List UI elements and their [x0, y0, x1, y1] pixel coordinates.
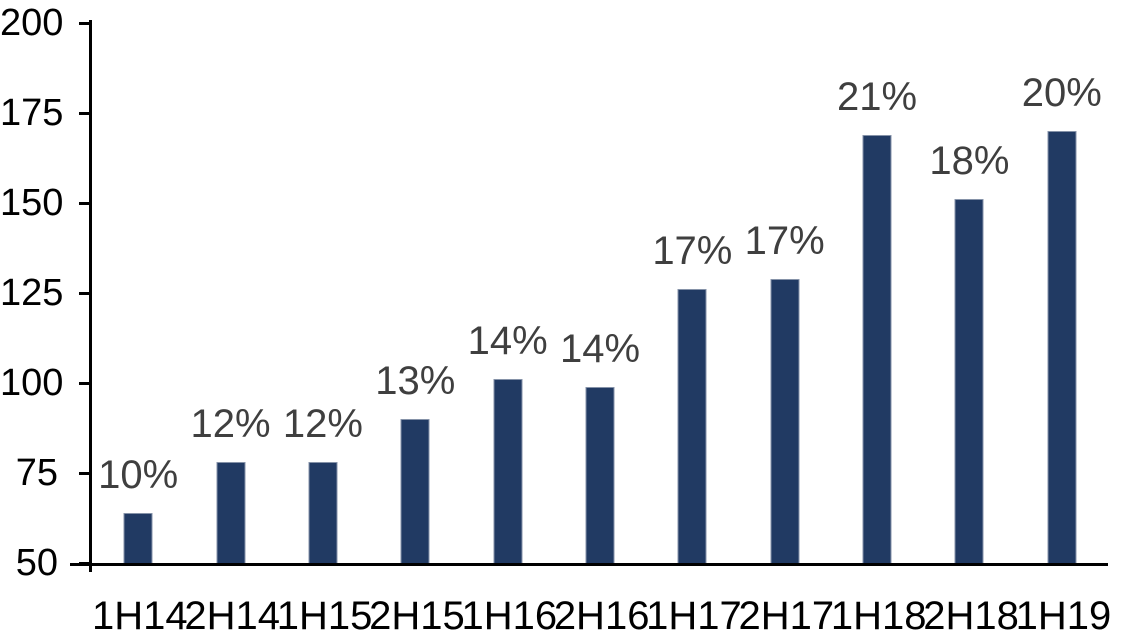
y-axis-tick: [79, 382, 90, 385]
bar: [493, 379, 523, 563]
bar: [123, 512, 153, 563]
x-tick-label: 1H17: [646, 594, 742, 638]
plot-area: 10% 12% 12% 13% 14% 14% 17% 17% 21% 18% 20%: [92, 23, 1108, 563]
bar: [677, 289, 707, 563]
x-tick-label: 2H16: [553, 594, 650, 638]
bar-value-label: 14%: [467, 319, 548, 364]
x-tick-label: 2H15: [369, 594, 465, 638]
y-tick-label: 50: [15, 542, 58, 584]
y-tick-label: 100: [0, 362, 64, 404]
bar-slot: 14%: [554, 23, 646, 563]
bar: [308, 462, 338, 563]
bar-slot: 12%: [277, 23, 369, 563]
bar-value-label: 13%: [375, 359, 456, 403]
bar: [770, 278, 800, 563]
bar-slot: 21%: [831, 23, 923, 563]
bar-slot: 14%: [461, 23, 553, 563]
bar-slot: 17%: [646, 23, 738, 563]
bar-value-label: 20%: [1021, 71, 1102, 115]
bar: [954, 199, 984, 563]
bar-value-label: 17%: [744, 218, 825, 263]
x-tick-label: 2H17: [738, 594, 835, 638]
bar: [400, 419, 430, 563]
y-tick-label: 75: [15, 452, 58, 494]
x-axis-line: [70, 563, 1108, 566]
x-tick-label: 2H18: [923, 594, 1019, 638]
bar: [1047, 131, 1077, 563]
bar-slot: 20%: [1016, 23, 1108, 563]
bar-slot: 18%: [923, 23, 1015, 563]
x-tick-label: 1H15: [276, 594, 373, 638]
x-tick-label: 1H18: [830, 594, 927, 638]
bar-slot: 12%: [184, 23, 276, 563]
y-tick-label: 175: [0, 92, 64, 134]
x-tick-label: 1H19: [1015, 594, 1112, 638]
bar-slot: 13%: [369, 23, 461, 563]
bar: [216, 462, 246, 563]
x-tick-label: 1H14: [92, 594, 188, 638]
bar-value-label: 12%: [282, 402, 363, 447]
bar-value-label: 21%: [837, 74, 918, 119]
bar-slot: 17%: [739, 23, 831, 563]
bar-value-label: 14%: [559, 326, 641, 371]
bar: [585, 386, 615, 563]
x-tick-label: 1H16: [461, 594, 558, 638]
y-axis-tick: [79, 202, 90, 205]
y-tick-label: 125: [0, 272, 64, 314]
bar-slot: 10%: [92, 23, 184, 563]
y-axis-line: [89, 20, 92, 572]
bar: [862, 134, 892, 563]
y-axis-tick: [79, 472, 90, 475]
y-tick-label: 150: [0, 182, 64, 224]
y-axis-tick: [79, 22, 90, 25]
y-axis-tick: [79, 562, 90, 565]
x-tick-label: 2H14: [184, 594, 280, 638]
bar-value-label: 10%: [98, 452, 179, 497]
bar-value-label: 18%: [929, 139, 1010, 184]
y-axis-tick: [79, 112, 90, 115]
bar-value-label: 12%: [190, 402, 271, 447]
y-axis-tick: [79, 292, 90, 295]
bar-value-label: 17%: [652, 229, 733, 274]
y-tick-label: 200: [0, 2, 64, 44]
